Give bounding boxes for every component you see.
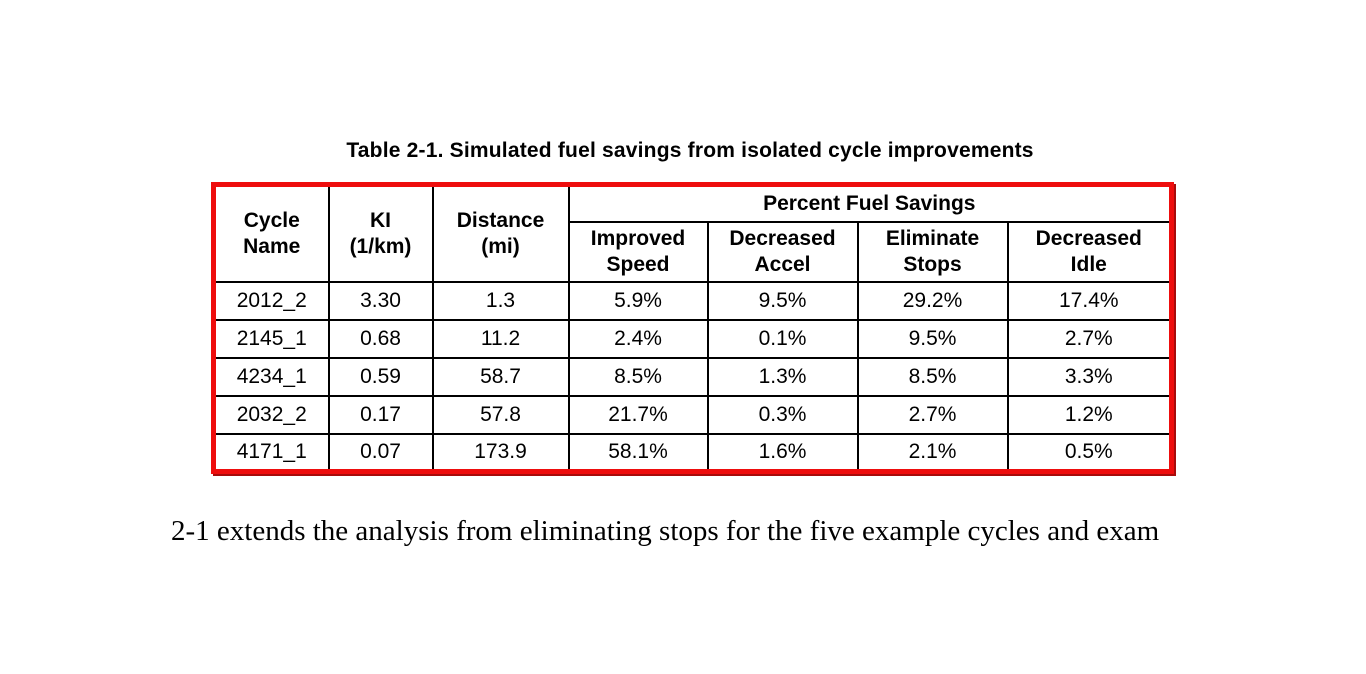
table-row: 2145_1 0.68 11.2 2.4% 0.1% 9.5% 2.7% bbox=[212, 318, 1173, 359]
cell-cycle-name: 2145_1 bbox=[212, 318, 330, 359]
header-decreased-idle: Decreased Idle bbox=[1006, 220, 1173, 283]
cell-ki: 0.07 bbox=[327, 432, 434, 473]
cell-cycle-name: 2012_2 bbox=[212, 280, 330, 321]
cell-ki: 0.59 bbox=[327, 356, 434, 397]
header-row-sub: Improved Speed Decreased Accel Eliminate… bbox=[214, 220, 1173, 283]
header-eliminate-stops: Eliminate Stops bbox=[856, 220, 1009, 283]
table-title: Table 2-1. Simulated fuel savings from i… bbox=[346, 139, 1034, 162]
table-row: 4171_1 0.07 173.9 58.1% 1.6% 2.1% 0.5% bbox=[212, 432, 1173, 473]
cell-decreased-accel: 9.5% bbox=[706, 280, 859, 321]
cell-decreased-accel: 1.6% bbox=[706, 432, 859, 473]
cell-decreased-idle: 1.2% bbox=[1006, 394, 1173, 435]
cell-ki: 0.68 bbox=[327, 318, 434, 359]
table-row: 2032_2 0.17 57.8 21.7% 0.3% 2.7% 1.2% bbox=[212, 394, 1173, 435]
cell-distance: 11.2 bbox=[431, 318, 570, 359]
cell-decreased-idle: 17.4% bbox=[1006, 280, 1173, 321]
fuel-savings-table: Cycle Name KI (1/km) Distance (mi) Perce… bbox=[211, 182, 1175, 474]
header-row-group: Cycle Name KI (1/km) Distance (mi) Perce… bbox=[212, 183, 1173, 283]
header-distance: Distance (mi) bbox=[431, 183, 570, 283]
cell-decreased-accel: 1.3% bbox=[706, 356, 859, 397]
cell-cycle-name: 4234_1 bbox=[212, 356, 330, 397]
cell-improved-speed: 5.9% bbox=[567, 280, 709, 321]
cell-distance: 173.9 bbox=[431, 432, 570, 473]
cell-decreased-accel: 0.3% bbox=[706, 394, 859, 435]
header-cycle-name: Cycle Name bbox=[212, 183, 330, 283]
body-text-fragment: 2-1 extends the analysis from eliminatin… bbox=[171, 515, 1160, 547]
cell-improved-speed: 21.7% bbox=[567, 394, 709, 435]
cell-eliminate-stops: 9.5% bbox=[856, 318, 1009, 359]
cell-improved-speed: 2.4% bbox=[567, 318, 709, 359]
header-improved-speed: Improved Speed bbox=[567, 220, 709, 283]
cell-distance: 1.3 bbox=[431, 280, 570, 321]
cell-ki: 0.17 bbox=[327, 394, 434, 435]
cell-eliminate-stops: 8.5% bbox=[856, 356, 1009, 397]
cell-eliminate-stops: 2.7% bbox=[856, 394, 1009, 435]
cell-cycle-name: 4171_1 bbox=[212, 432, 330, 473]
header-decreased-accel: Decreased Accel bbox=[706, 220, 859, 283]
cell-distance: 58.7 bbox=[431, 356, 570, 397]
cell-improved-speed: 8.5% bbox=[567, 356, 709, 397]
header-percent-fuel-savings: Percent Fuel Savings bbox=[567, 183, 1173, 223]
header-ki: KI (1/km) bbox=[327, 183, 434, 283]
cell-cycle-name: 2032_2 bbox=[212, 394, 330, 435]
cell-improved-speed: 58.1% bbox=[567, 432, 709, 473]
table-row: 2012_2 3.30 1.3 5.9% 9.5% 29.2% 17.4% bbox=[212, 280, 1173, 321]
cell-decreased-idle: 0.5% bbox=[1006, 432, 1173, 473]
cell-eliminate-stops: 2.1% bbox=[856, 432, 1009, 473]
cell-decreased-idle: 2.7% bbox=[1006, 318, 1173, 359]
cell-eliminate-stops: 29.2% bbox=[856, 280, 1009, 321]
table-row: 4234_1 0.59 58.7 8.5% 1.3% 8.5% 3.3% bbox=[212, 356, 1173, 397]
cell-decreased-accel: 0.1% bbox=[706, 318, 859, 359]
cell-distance: 57.8 bbox=[431, 394, 570, 435]
cell-decreased-idle: 3.3% bbox=[1006, 356, 1173, 397]
cell-ki: 3.30 bbox=[327, 280, 434, 321]
